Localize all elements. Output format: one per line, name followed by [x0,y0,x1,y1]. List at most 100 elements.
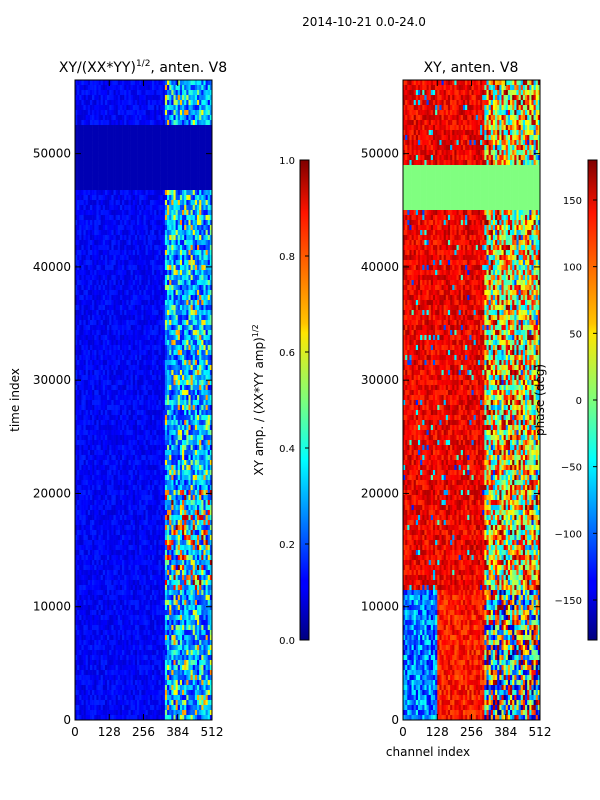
left-heatmap-cell [209,420,213,426]
left-heatmap-cell [182,415,185,421]
left-heatmap-cell [188,140,191,146]
left-heatmap-cell [100,405,104,411]
left-heatmap-cell [205,325,209,331]
left-heatmap-cell [134,380,138,386]
left-heatmap-cell [160,105,164,111]
left-heatmap-cell [149,415,153,421]
left-heatmap-cell [75,385,78,391]
left-heatmap-cell [201,390,204,396]
left-heatmap-cell [111,400,114,406]
left-heatmap-cell [182,185,185,191]
left-heatmap-cell [141,365,144,371]
left-heatmap-cell [89,210,93,216]
left-heatmap-cell [111,235,114,241]
left-heatmap-cell [141,335,144,341]
left-heatmap-cell [77,100,80,106]
left-heatmap-cell [145,120,149,126]
left-heatmap-cell [177,195,181,201]
left-heatmap-cell [201,305,204,311]
left-heatmap-cell [113,255,116,261]
left-heatmap-cell [79,415,82,421]
left-heatmap-cell [154,140,157,146]
left-heatmap-cell [143,455,146,461]
left-heatmap-cell [203,410,206,416]
left-heatmap-cell [169,445,172,451]
left-heatmap-cell [130,290,134,296]
left-heatmap-cell [132,330,136,336]
left-heatmap-cell [160,285,164,291]
left-heatmap-cell [104,280,108,286]
left-heatmap-cell [134,100,138,106]
left-heatmap-cell [143,215,146,221]
left-heatmap-cell [207,355,211,361]
left-heatmap-cell [96,225,99,231]
left-heatmap-cell [117,435,121,441]
left-heatmap-cell [77,315,80,321]
left-heatmap-cell [117,165,121,171]
left-heatmap-cell [126,135,129,141]
left-heatmap-cell [143,335,146,341]
left-heatmap-cell [203,170,206,176]
left-heatmap-cell [182,120,185,126]
left-heatmap-cell [137,295,140,301]
left-heatmap-cell [134,260,138,266]
left-heatmap-cell [104,455,108,461]
left-heatmap-cell [143,295,146,301]
left-heatmap-cell [156,155,159,161]
left-heatmap-cell [89,105,93,111]
left-heatmap-cell [94,410,97,416]
left-heatmap-cell [145,245,149,251]
left-heatmap-cell [203,130,206,136]
left-heatmap-cell [98,95,101,101]
left-heatmap-cell [124,435,127,441]
left-heatmap-cell [124,345,127,351]
left-heatmap-cell [104,145,108,151]
left-heatmap-cell [81,165,84,171]
left-heatmap-cell [143,315,146,321]
left-heatmap-cell [83,345,86,351]
left-heatmap-cell [179,95,183,101]
left-heatmap-cell [194,450,198,456]
left-heatmap-cell [102,325,106,331]
left-heatmap-cell [177,225,181,231]
left-heatmap-cell [152,375,155,381]
left-heatmap-cell [167,85,170,91]
left-heatmap-cell [98,260,101,266]
left-heatmap-cell [132,430,136,436]
left-heatmap-cell [171,135,174,141]
left-heatmap-cell [124,210,127,216]
left-heatmap-cell [171,290,174,296]
left-heatmap-cell [111,245,114,251]
left-heatmap-cell [205,215,209,221]
left-heatmap-cell [182,315,185,321]
left-heatmap-cell [130,295,134,301]
left-heatmap-cell [113,370,116,376]
left-heatmap-cell [107,305,110,311]
left-heatmap-cell [164,345,168,351]
left-heatmap-cell [130,245,134,251]
left-heatmap-cell [167,110,170,116]
left-heatmap-cell [192,210,196,216]
left-heatmap-cell [113,220,116,226]
left-heatmap-cell [124,370,127,376]
left-heatmap-cell [177,170,181,176]
left-heatmap-cell [182,125,185,131]
left-heatmap-cell [115,325,119,331]
left-heatmap-cell [107,110,110,116]
left-heatmap-cell [209,125,213,131]
left-heatmap-cell [145,365,149,371]
left-heatmap-cell [141,380,144,386]
left-heatmap-cell [104,185,108,191]
left-heatmap-cell [117,190,121,196]
left-heatmap-cell [128,235,131,241]
left-heatmap-cell [143,285,146,291]
left-heatmap-cell [92,185,95,191]
left-heatmap-cell [94,395,97,401]
left-heatmap-cell [104,395,108,401]
left-heatmap-cell [115,180,119,186]
left-heatmap-cell [79,420,82,426]
left-heatmap-cell [167,90,170,96]
left-heatmap-cell [81,310,84,316]
left-heatmap-cell [128,155,131,161]
left-heatmap-cell [175,115,179,121]
